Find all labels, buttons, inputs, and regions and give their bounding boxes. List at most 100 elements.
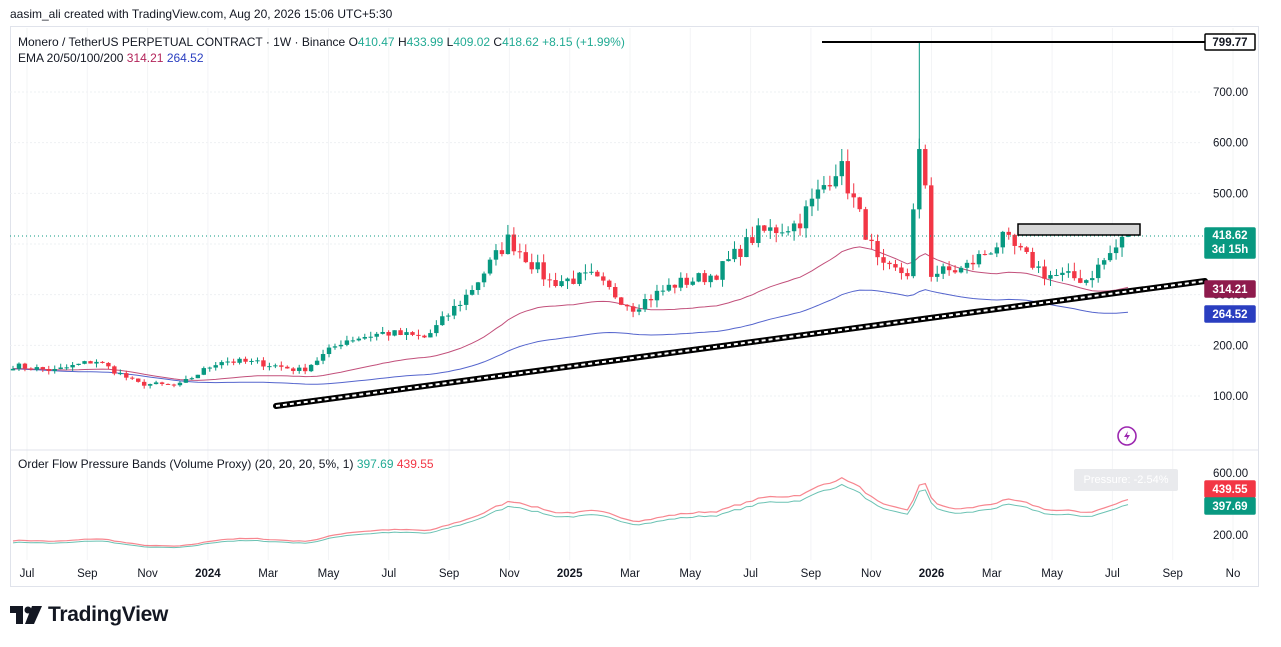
- flash-icon[interactable]: [1117, 426, 1137, 446]
- candle: [553, 272, 558, 288]
- candle: [481, 271, 487, 288]
- candle: [613, 283, 618, 300]
- trendline[interactable]: [273, 278, 1208, 409]
- candle: [308, 364, 314, 373]
- candle: [857, 196, 862, 212]
- candle: [821, 176, 827, 194]
- tradingview-icon: [10, 606, 42, 624]
- candle: [583, 264, 588, 281]
- candle: [654, 284, 660, 308]
- candle: [839, 148, 844, 186]
- candle: [46, 365, 51, 375]
- countdown-label: 3d 15h: [1212, 244, 1248, 256]
- candle: [207, 366, 212, 372]
- candle: [410, 331, 415, 337]
- candle: [929, 177, 934, 282]
- candle: [630, 303, 636, 318]
- candle: [744, 228, 749, 258]
- candle: [195, 374, 201, 379]
- time-axis[interactable]: Jul Sep Nov 2024 Mar May Jul Sep Nov 2025 Mar May Ju…: [20, 568, 1241, 580]
- time-tick-label: Jul: [1105, 568, 1120, 580]
- candle: [809, 188, 815, 217]
- oscillator-pane: 200.00 600.00: [12, 468, 1248, 549]
- candle: [201, 366, 207, 376]
- candle: [1078, 269, 1083, 284]
- candle: [541, 254, 546, 286]
- candle: [10, 365, 16, 371]
- candle: [708, 273, 713, 288]
- ema-name[interactable]: EMA 20/50/100/200: [18, 51, 124, 65]
- candle: [165, 383, 171, 385]
- price-tag[interactable]: 418.62 3d 15h: [1204, 227, 1256, 259]
- candle: [678, 272, 684, 292]
- price-tag[interactable]: 439.55: [1204, 480, 1256, 498]
- candle: [118, 369, 123, 376]
- candle: [487, 257, 493, 276]
- time-tick-label: 2025: [557, 568, 583, 580]
- time-tick-label: 2024: [195, 568, 221, 580]
- candle: [595, 270, 600, 277]
- candle: [422, 334, 427, 339]
- ema-value-1: 314.21: [126, 51, 164, 65]
- time-tick-label: Mar: [982, 568, 1002, 580]
- candle: [589, 263, 594, 275]
- candle: [356, 336, 362, 342]
- candle: [976, 250, 982, 268]
- time-tick-label: Mar: [258, 568, 278, 580]
- candle: [785, 226, 791, 236]
- candle: [28, 367, 34, 371]
- candle: [517, 243, 523, 259]
- candle: [64, 364, 69, 370]
- candle: [851, 183, 856, 208]
- oscillator-value-2: 439.55: [396, 457, 434, 471]
- candle: [463, 289, 469, 311]
- price-tick-label: 500.00: [1213, 188, 1248, 200]
- candle: [577, 272, 582, 287]
- candle: [952, 265, 958, 274]
- time-tick-label: Nov: [499, 568, 520, 580]
- candle: [863, 206, 868, 240]
- candle: [1000, 230, 1005, 254]
- price-tag[interactable]: 314.21: [1204, 280, 1256, 298]
- candle: [1090, 270, 1095, 288]
- candle: [94, 359, 99, 368]
- candle: [803, 200, 809, 238]
- price-tag[interactable]: 264.52: [1204, 305, 1256, 323]
- candle: [314, 357, 320, 366]
- candle: [386, 330, 391, 341]
- time-tick-label: May: [679, 568, 701, 580]
- oscillator-name[interactable]: Order Flow Pressure Bands (Volume Proxy)…: [18, 457, 354, 471]
- candle: [1042, 259, 1047, 286]
- candle: [970, 254, 976, 271]
- candle: [827, 175, 833, 191]
- candle: [720, 261, 725, 287]
- oscillator-legend[interactable]: Order Flow Pressure Bands (Volume Proxy)…: [18, 457, 434, 471]
- high-label: H: [397, 35, 407, 49]
- time-tick-label: Jul: [20, 568, 35, 580]
- time-tick-label: Mar: [620, 568, 640, 580]
- candle: [714, 274, 719, 281]
- candle: [833, 164, 839, 189]
- resistance-box[interactable]: [1017, 223, 1141, 236]
- price-tag[interactable]: 799.77: [1204, 33, 1256, 51]
- time-tick-label: Sep: [77, 568, 97, 580]
- candle: [618, 296, 624, 306]
- brand-name: TradingView: [48, 603, 169, 626]
- candle: [529, 253, 534, 274]
- brand-logo[interactable]: TradingView: [10, 603, 168, 627]
- price-tag[interactable]: 397.69: [1204, 497, 1256, 515]
- candle: [750, 226, 755, 246]
- candle: [428, 329, 433, 338]
- candle: [1006, 227, 1011, 240]
- candle: [869, 233, 874, 250]
- gridlines: [10, 28, 1234, 560]
- candle: [159, 381, 165, 386]
- candle: [237, 357, 242, 365]
- time-tick-label: Sep: [439, 568, 459, 580]
- ema-legend[interactable]: EMA 20/50/100/200 314.21 264.52: [18, 51, 204, 65]
- main-legend[interactable]: Monero / TetherUS PERPETUAL CONTRACT · 1…: [18, 35, 625, 49]
- candle: [153, 380, 159, 385]
- candle: [22, 362, 28, 372]
- symbol-title[interactable]: Monero / TetherUS PERPETUAL CONTRACT · 1…: [18, 35, 346, 49]
